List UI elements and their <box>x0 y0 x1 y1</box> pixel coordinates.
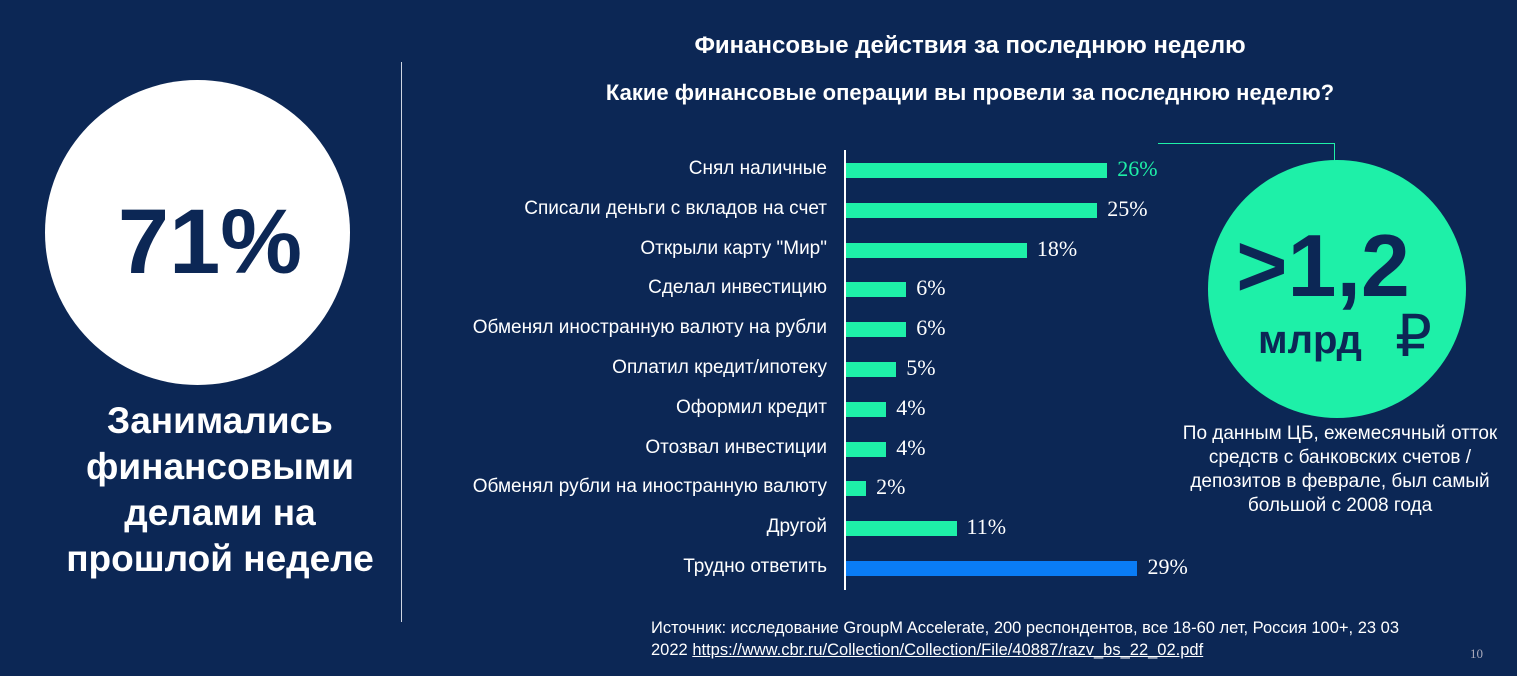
callout-line <box>1334 143 1335 163</box>
category-label: Трудно ответить <box>683 556 827 577</box>
callout-line <box>1158 143 1334 144</box>
data-label: 4% <box>896 434 926 460</box>
slide-title: Финансовые действия за последнюю неделю <box>694 32 1246 59</box>
source-link[interactable]: https://www.cbr.ru/Collection/Collection… <box>692 641 1204 659</box>
bar <box>846 401 887 417</box>
source-text: Источник: исследование GroupM Accelerate… <box>651 619 1400 659</box>
bar <box>846 362 897 377</box>
category-label: Оплатил кредит/ипотеку <box>612 357 827 378</box>
callout-circle <box>1208 160 1466 418</box>
page-number: 10 <box>1470 646 1483 661</box>
stat-caption: Занимались финансовыми делами на прошлой… <box>66 400 374 579</box>
stat-circle <box>45 80 350 385</box>
bar <box>846 202 1098 218</box>
callout-unit: млрд <box>1258 318 1362 362</box>
ruble-icon: ₽ <box>1395 304 1432 369</box>
data-label: 2% <box>876 474 906 500</box>
data-label: 4% <box>896 394 926 420</box>
data-label: 18% <box>1036 235 1078 261</box>
category-label: Другой <box>766 516 827 538</box>
category-label: Открыли карту "Мир" <box>640 237 827 259</box>
category-label: Обменял иностранную валюту на рубли <box>472 317 827 339</box>
chart-title: Какие финансовые операции вы провели за … <box>605 80 1335 105</box>
category-label: Отозвал инвестиции <box>645 436 827 458</box>
y-axis-line <box>844 150 846 590</box>
data-label: 6% <box>916 275 946 301</box>
bar <box>846 242 1027 258</box>
big-stat-value: 71% <box>117 191 303 293</box>
category-label: Снял наличные <box>688 158 827 179</box>
category-label: Оформил кредит <box>675 396 827 418</box>
data-label: 11% <box>966 514 1007 540</box>
bar <box>846 163 1108 178</box>
data-label: 25% <box>1107 195 1148 221</box>
divider <box>401 62 402 622</box>
data-label: 29% <box>1147 554 1188 579</box>
bar <box>846 282 907 298</box>
bar <box>846 441 887 457</box>
bar <box>846 481 867 497</box>
source-note: Источник: исследование GroupM Accelerate… <box>651 617 1431 661</box>
bar <box>846 521 957 537</box>
bar <box>846 322 907 338</box>
data-label: 26% <box>1117 156 1158 181</box>
bar <box>846 561 1138 576</box>
data-label: 6% <box>916 315 946 341</box>
callout-note: По данным ЦБ, ежемесячный отток средств … <box>1182 423 1498 516</box>
data-label: 5% <box>906 355 936 380</box>
category-label: Сделал инвестицию <box>648 277 827 299</box>
category-label: Списали деньги с вкладов на счет <box>524 197 827 219</box>
callout-value: >1,2 <box>1236 216 1410 315</box>
category-label: Обменял рубли на иностранную валюту <box>472 476 827 498</box>
